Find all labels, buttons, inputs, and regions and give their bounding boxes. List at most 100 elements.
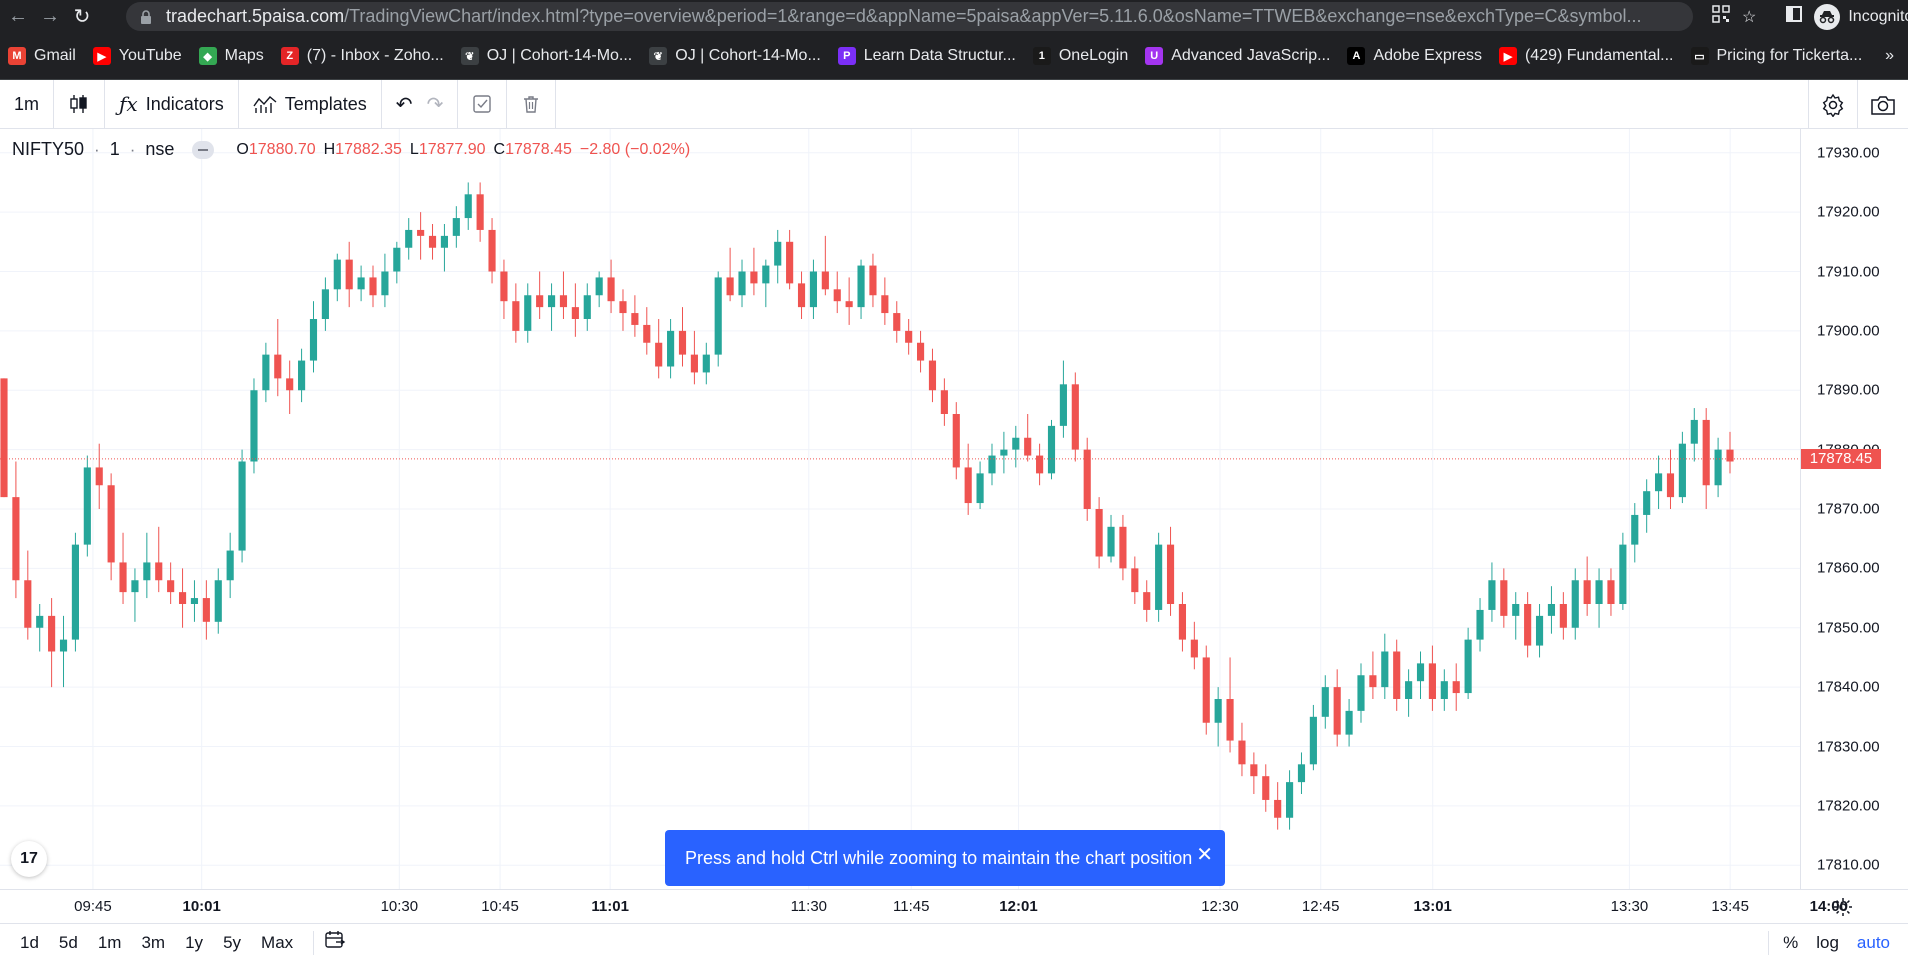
candle <box>547 283 556 331</box>
candle-body <box>1333 687 1341 735</box>
redo-icon[interactable]: ↷ <box>426 93 444 116</box>
time-tick-label: 11:45 <box>893 898 930 915</box>
range-button-1d[interactable]: 1d <box>20 932 39 952</box>
interval-button[interactable]: 1m <box>0 79 55 129</box>
incognito-badge[interactable]: Incognito <box>1814 3 1908 30</box>
candle-body <box>1309 716 1317 765</box>
candle-body <box>1321 687 1329 717</box>
bookmark-item[interactable]: 1 OneLogin <box>1032 47 1128 65</box>
candle <box>405 218 413 260</box>
close-key: C <box>493 140 506 158</box>
candle-body <box>690 354 698 373</box>
candle-body <box>964 467 972 504</box>
range-button-1y[interactable]: 1y <box>185 932 204 952</box>
close-icon[interactable]: ✕ <box>1196 844 1213 866</box>
bookmark-item[interactable]: A Adobe Express <box>1347 47 1482 65</box>
candle <box>524 283 532 343</box>
browser-address-bar: ← → ↻ tradechart.5paisa.com/TradingViewC… <box>0 0 1908 33</box>
bookmark-item[interactable]: ◆ Maps <box>198 47 264 65</box>
candle <box>1286 770 1294 830</box>
legend-collapse-icon[interactable] <box>192 140 215 159</box>
candle <box>1559 592 1567 640</box>
candle-body <box>976 473 984 504</box>
candle-body <box>1036 455 1044 474</box>
bookmark-star-icon[interactable]: ☆ <box>1742 8 1757 26</box>
settings-button[interactable] <box>1808 80 1857 129</box>
chart-type-button[interactable] <box>54 79 106 129</box>
log-scale-toggle[interactable]: log <box>1816 933 1839 952</box>
screenshot-button[interactable] <box>1857 80 1908 129</box>
reload-icon[interactable]: ↻ <box>73 6 91 28</box>
candle <box>167 562 175 604</box>
time-tick-label: 11:01 <box>591 898 629 915</box>
auto-scale-toggle[interactable]: auto <box>1856 933 1890 952</box>
candle-body <box>547 295 556 308</box>
candle-body <box>12 497 20 581</box>
gmail-icon: M <box>8 47 26 65</box>
price-tick-label: 17830.00 <box>1817 738 1880 755</box>
price-axis[interactable]: 17930.00 17920.00 17910.00 17900.00 17890.00… <box>1800 129 1908 889</box>
candle-body <box>250 390 258 462</box>
bookmarks-bar: M Gmail ▶ YouTube ◆ Maps Z (7) - Inbox - Zoho..… <box>0 33 1908 80</box>
range-button-3m[interactable]: 3m <box>141 932 166 952</box>
percent-scale-toggle[interactable]: % <box>1783 933 1799 952</box>
legend-symbol[interactable]: NIFTY50 <box>12 139 85 159</box>
range-button-5d[interactable]: 5d <box>58 932 78 952</box>
candle-body <box>1393 651 1401 699</box>
candle-body <box>797 283 806 308</box>
time-axis-settings-icon[interactable] <box>1833 897 1853 922</box>
candle <box>1071 372 1079 462</box>
candle <box>667 319 675 379</box>
candle <box>809 259 818 319</box>
range-button-1m[interactable]: 1m <box>97 932 122 952</box>
candle-body <box>1297 764 1306 783</box>
candle <box>1345 699 1353 747</box>
chart-canvas[interactable] <box>0 129 1800 889</box>
forward-icon[interactable]: → <box>40 5 60 27</box>
bookmark-item[interactable]: M Gmail <box>8 47 76 65</box>
bookmark-label: OJ | Cohort-14-Mo... <box>675 47 821 64</box>
candle-body <box>1024 437 1032 456</box>
candle-body <box>1428 663 1436 699</box>
candle <box>428 224 437 260</box>
templates-button[interactable]: Templates <box>239 79 382 129</box>
range-button-5y[interactable]: 5y <box>223 932 242 952</box>
bookmark-item[interactable]: P Learn Data Structur... <box>837 47 1016 65</box>
candle-body <box>845 301 853 308</box>
back-icon[interactable]: ← <box>8 5 28 27</box>
bookmark-item[interactable]: U Advanced JavaScrip... <box>1145 47 1330 65</box>
candle <box>655 319 663 379</box>
candle-body <box>1416 663 1425 682</box>
bookmarks-overflow-icon[interactable]: » <box>1885 47 1894 64</box>
candle <box>1238 722 1246 777</box>
bookmark-item[interactable]: ❦ OJ | Cohort-14-Mo... <box>649 47 821 65</box>
bookmark-item[interactable]: ▶ YouTube <box>92 47 182 65</box>
legend-separator: · <box>129 139 136 159</box>
tradingview-logo[interactable]: 17 <box>11 841 47 877</box>
bookmark-item[interactable]: ▶ (429) Fundamental... <box>1498 47 1674 65</box>
candle-body <box>1143 592 1151 610</box>
undo-icon[interactable]: ↶ <box>395 93 413 116</box>
qr-code-icon[interactable] <box>1712 5 1730 28</box>
bookmark-item[interactable]: ▭ Pricing for Tickerta... <box>1690 47 1862 65</box>
sidebar-toggle-icon[interactable] <box>1786 6 1803 27</box>
bookmark-item[interactable]: ❦ OJ | Cohort-14-Mo... <box>460 47 632 65</box>
legend-interval: 1 <box>109 139 120 159</box>
indicators-button[interactable]: ƒx Indicators <box>105 79 239 129</box>
candle-body <box>357 277 365 290</box>
chart-area[interactable]: NIFTY50 · 1 · nse O17880.70 H17882.35 L1… <box>0 129 1908 923</box>
save-button[interactable] <box>458 79 508 129</box>
range-button-max[interactable]: Max <box>261 932 294 952</box>
candle <box>190 580 199 622</box>
delete-button[interactable] <box>507 79 557 129</box>
time-axis[interactable]: 09:45 10:01 10:30 10:45 11:01 11:30 11:45 12:01… <box>0 889 1908 923</box>
adobe-icon: A <box>1347 47 1366 65</box>
high-key: H <box>323 140 336 158</box>
candle-body <box>1131 568 1139 593</box>
date-range-icon[interactable] <box>324 930 346 955</box>
url-field[interactable]: tradechart.5paisa.com/TradingViewChart/i… <box>126 2 1693 31</box>
candle <box>1714 437 1722 498</box>
bookmark-item[interactable]: Z (7) - Inbox - Zoho... <box>280 47 444 65</box>
candle <box>1214 687 1222 747</box>
candle-body <box>1166 544 1175 604</box>
